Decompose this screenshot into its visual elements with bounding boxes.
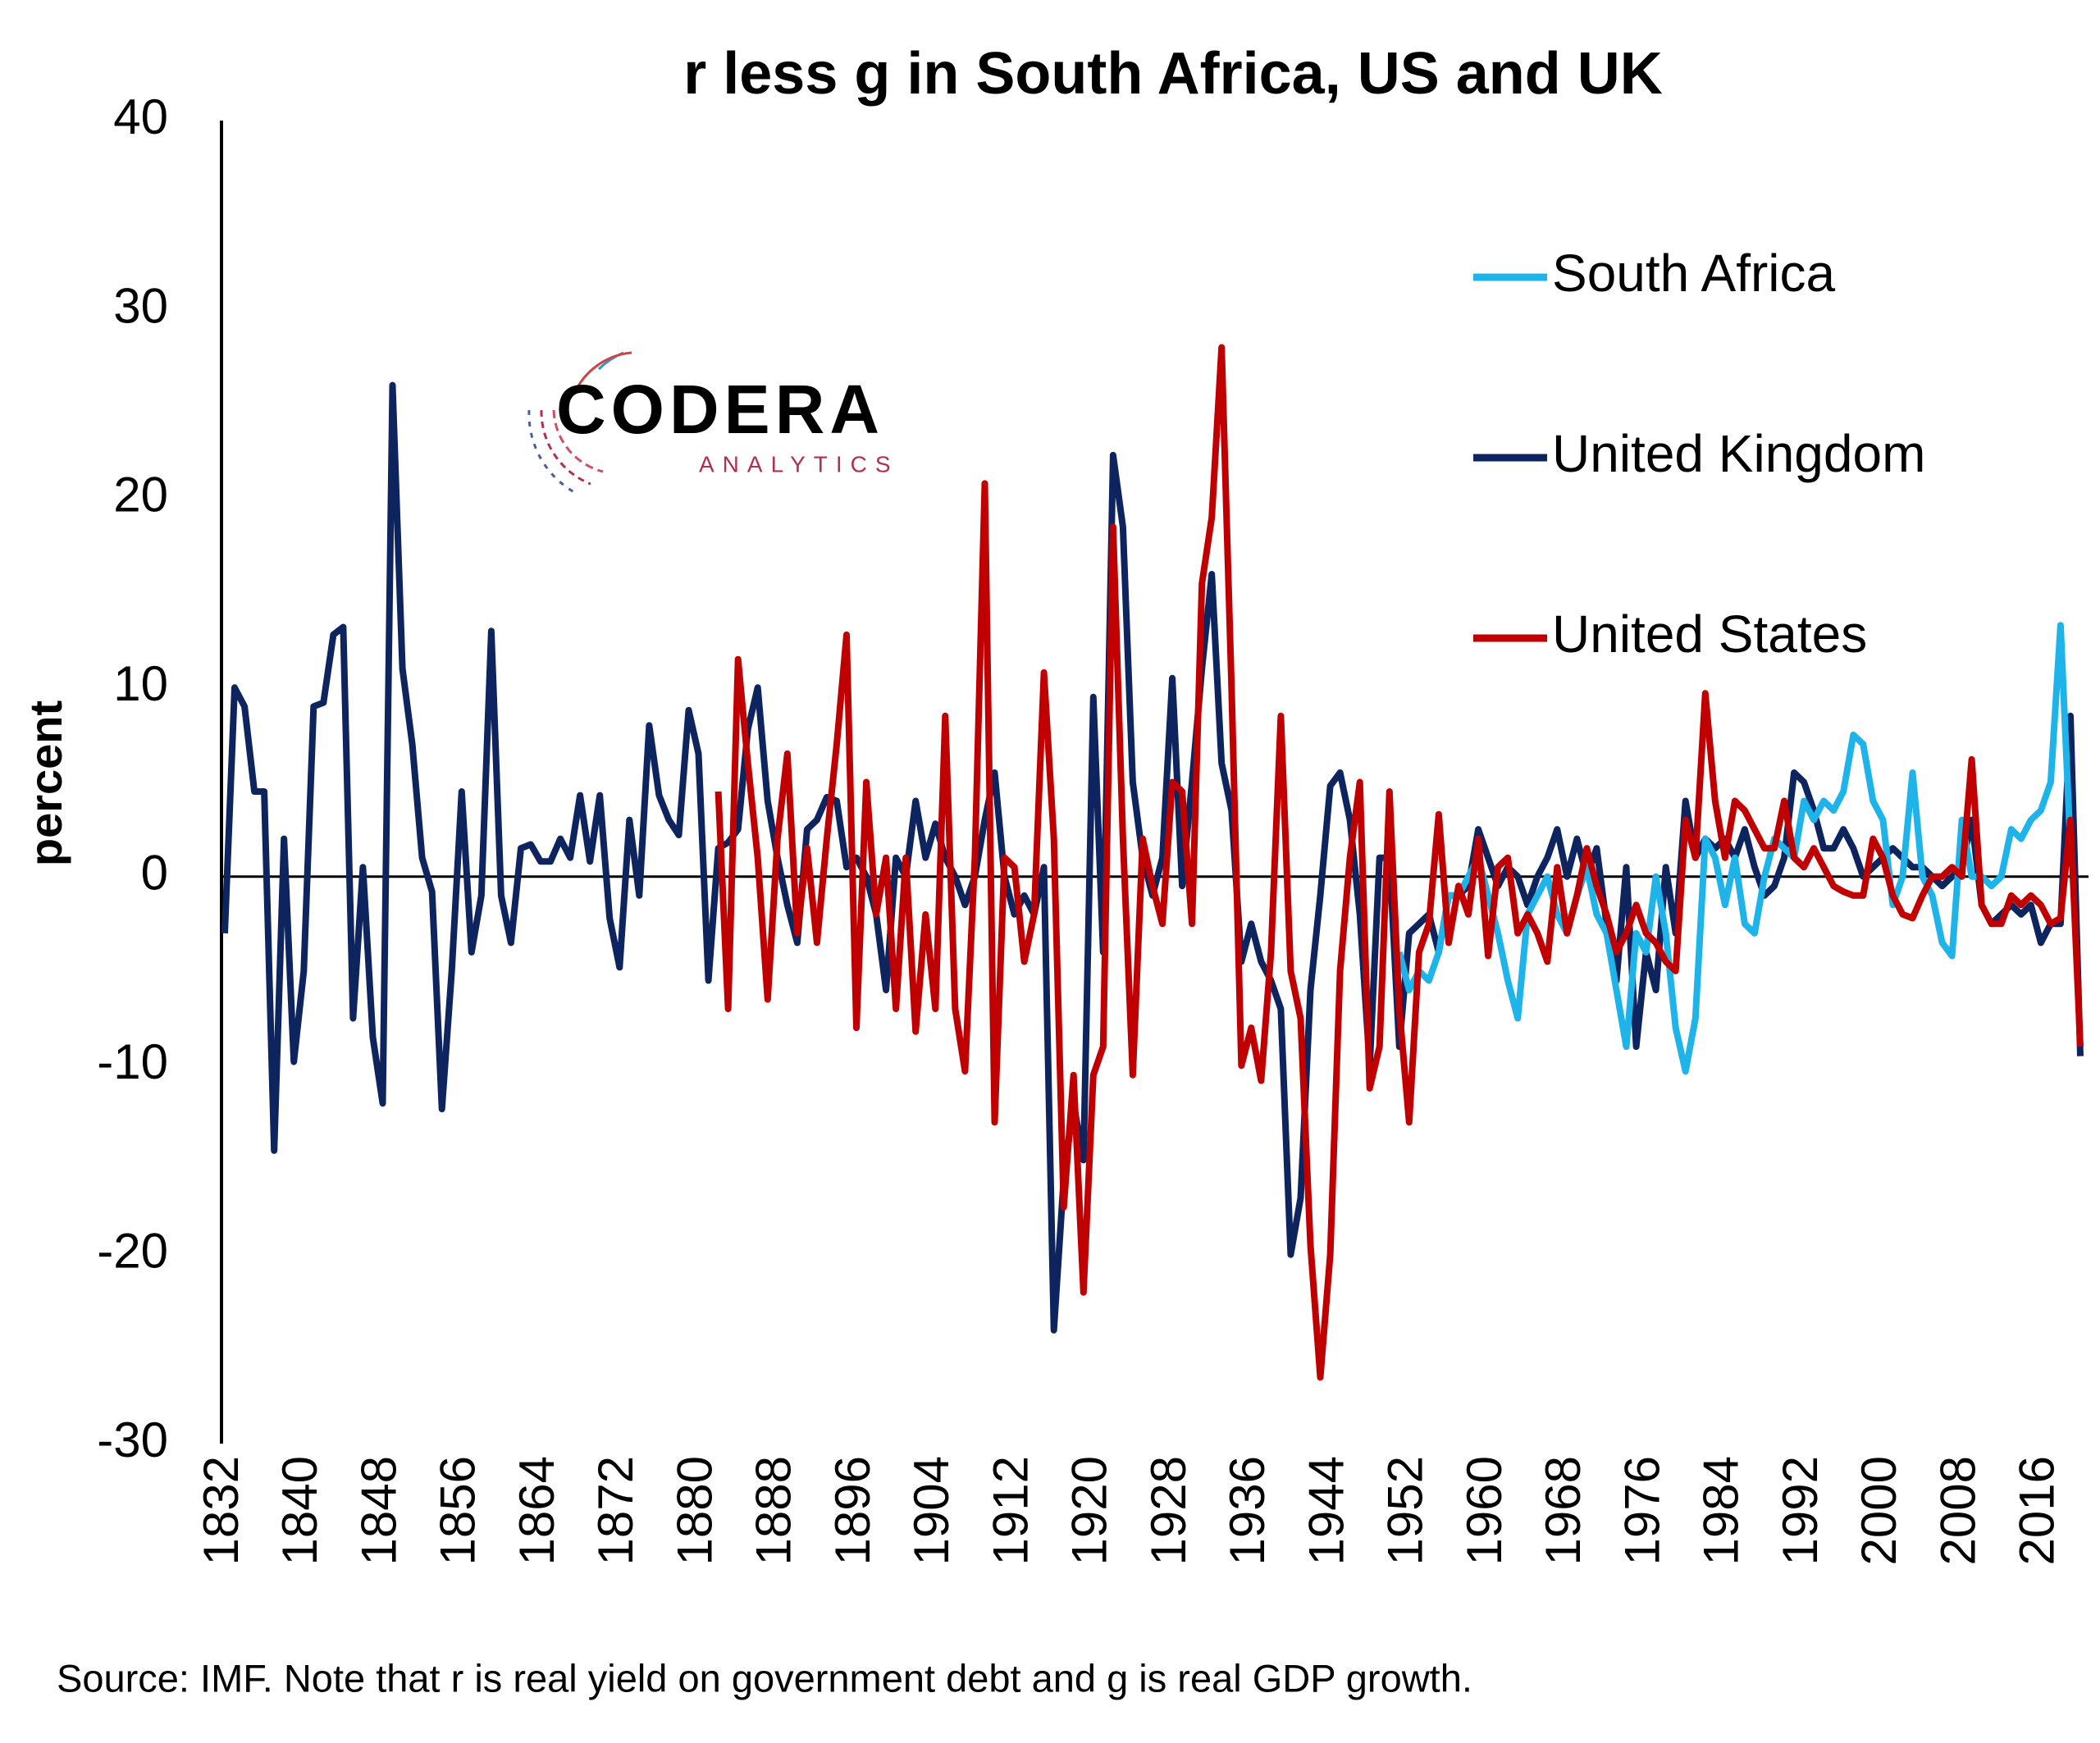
y-tick-label: 10 — [113, 656, 168, 711]
x-tick-label: 1832 — [194, 1456, 249, 1565]
x-tick-label: 2000 — [1851, 1456, 1906, 1565]
source-note: Source: IMF. Note that r is real yield o… — [57, 1656, 1472, 1700]
x-tick-label: 1968 — [1536, 1456, 1591, 1565]
y-tick-label: -10 — [97, 1034, 168, 1089]
y-tick-label: 20 — [113, 468, 168, 522]
y-tick-label: -30 — [97, 1412, 168, 1467]
series-line — [714, 344, 2084, 1381]
y-tick-label: 0 — [141, 846, 168, 901]
logo-arc — [540, 409, 591, 486]
y-tick-label: 30 — [113, 278, 168, 333]
x-tick-label: 2008 — [1930, 1456, 1985, 1565]
logo-arc — [573, 351, 632, 395]
x-tick-label: 1848 — [351, 1456, 406, 1565]
logo-subtext: ANALYTICS — [699, 451, 899, 477]
x-tick-label: 1992 — [1773, 1456, 1828, 1565]
x-tick-label: 1904 — [904, 1456, 959, 1565]
x-tick-label: 1856 — [431, 1456, 486, 1565]
y-axis-label: percent — [20, 700, 71, 866]
x-tick-label: 1936 — [1220, 1456, 1275, 1565]
x-tick-label: 1840 — [272, 1456, 327, 1565]
x-tick-label: 1864 — [509, 1456, 564, 1565]
x-tick-label: 2016 — [2010, 1456, 2065, 1565]
x-tick-label: 1912 — [983, 1456, 1038, 1565]
chart-title: r less g in South Africa, US and UK — [683, 41, 1663, 107]
x-tick-label: 1928 — [1141, 1456, 1196, 1565]
logo-text: CODERA — [556, 371, 884, 448]
x-tick-label: 1976 — [1614, 1456, 1669, 1565]
y-tick-label: 40 — [113, 89, 168, 144]
x-tick-label: 1888 — [746, 1456, 801, 1565]
x-tick-label: 1872 — [588, 1456, 643, 1565]
x-tick-label: 1960 — [1457, 1456, 1512, 1565]
legend-label: South Africa — [1552, 244, 1836, 303]
x-tick-label: 1896 — [825, 1456, 880, 1565]
x-tick-label: 1944 — [1299, 1456, 1354, 1565]
x-tick-label: 1952 — [1378, 1456, 1433, 1565]
logo-arc — [527, 409, 575, 494]
x-tick-label: 1920 — [1062, 1456, 1117, 1565]
legend-label: United States — [1552, 605, 1867, 664]
y-tick-label: -20 — [97, 1223, 168, 1278]
x-tick-label: 1880 — [667, 1456, 722, 1565]
logo: CODERA ANALYTICS — [527, 351, 899, 494]
x-tick-label: 1984 — [1694, 1456, 1749, 1565]
logo-arcs — [527, 351, 632, 494]
series-line — [221, 381, 2084, 1334]
legend-label: United Kingdom — [1552, 424, 1925, 483]
series-line — [1395, 622, 2074, 1075]
logo-arc — [552, 409, 604, 473]
